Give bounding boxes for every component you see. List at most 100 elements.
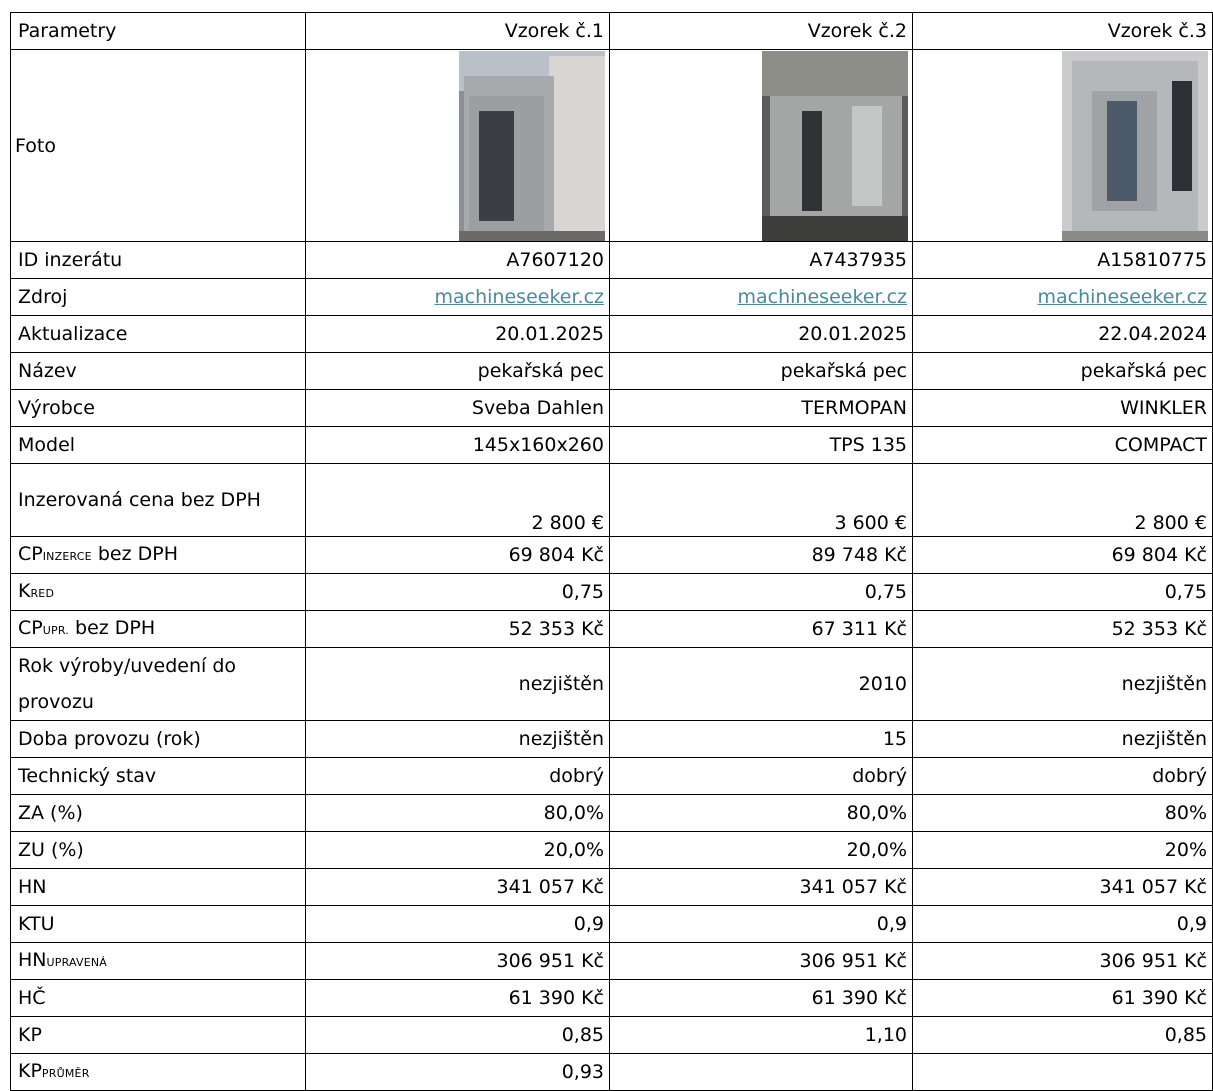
- row-label: Název: [11, 353, 306, 390]
- value-cell: 67 311 Kč: [610, 611, 913, 648]
- row-label: Technický stav: [11, 758, 306, 795]
- label-text: ID inzerátu: [18, 249, 122, 271]
- value-cell: dobrý: [306, 758, 610, 795]
- value-cell: 20.01.2025: [306, 316, 610, 353]
- value-cell: 0,85: [913, 1017, 1213, 1054]
- value-text: 80,0%: [544, 802, 604, 824]
- row-label: ID inzerátu: [11, 242, 306, 279]
- value-text: 145x160x260: [473, 434, 604, 456]
- row-label: HN: [11, 869, 306, 906]
- oven-photo: [459, 51, 605, 241]
- value-cell: 306 951 Kč: [306, 943, 610, 980]
- value-text: nezjištěn: [519, 673, 604, 695]
- label-text: Rok výroby/uvedení do provozu: [18, 648, 273, 720]
- row-label: ZU (%): [11, 832, 306, 869]
- value-cell: 0,9: [610, 906, 913, 943]
- value-cell: 20%: [913, 832, 1213, 869]
- header-cell: Vzorek č.3: [913, 13, 1213, 50]
- value-text: 20.01.2025: [495, 323, 604, 345]
- label-text: Výrobce: [18, 397, 95, 419]
- header-cell: Vzorek č.2: [610, 13, 913, 50]
- value-cell: 69 804 Kč: [306, 537, 610, 574]
- oven-photo: [1062, 51, 1208, 241]
- value-text: 0,93: [562, 1061, 604, 1083]
- value-cell: nezjištěn: [306, 721, 610, 758]
- value-text: 20,0%: [544, 839, 604, 861]
- value-cell: pekařská pec: [306, 353, 610, 390]
- value-cell: 61 390 Kč: [610, 980, 913, 1017]
- value-text: 0,75: [562, 581, 604, 603]
- row-label: CPUPR. bez DPH: [11, 611, 306, 648]
- label-text: HČ: [18, 987, 46, 1009]
- label-text: CP: [18, 617, 43, 639]
- row-label: HČ: [11, 980, 306, 1017]
- value-text: 306 951 Kč: [1099, 950, 1207, 972]
- value-cell: 20.01.2025: [610, 316, 913, 353]
- row-label: KP: [11, 1017, 306, 1054]
- value-cell: 0,85: [306, 1017, 610, 1054]
- value-text: 52 353 Kč: [509, 618, 604, 640]
- label-text: K: [18, 580, 30, 602]
- source-link[interactable]: machineseeker.cz: [435, 286, 604, 308]
- value-cell: 89 748 Kč: [610, 537, 913, 574]
- label-text: HN: [18, 949, 47, 971]
- value-cell: 0,75: [306, 574, 610, 611]
- value-cell: 15: [610, 721, 913, 758]
- value-cell: machineseeker.cz: [306, 279, 610, 316]
- value-text: 15: [883, 728, 907, 750]
- value-text: A15810775: [1097, 249, 1207, 271]
- value-text: 2 800 €: [1134, 512, 1207, 534]
- value-cell: 2 800 €: [913, 464, 1213, 537]
- value-text: 61 390 Kč: [509, 987, 604, 1009]
- value-text: 22.04.2024: [1098, 323, 1207, 345]
- row-label: Doba provozu (rok): [11, 721, 306, 758]
- label-text: Název: [18, 360, 77, 382]
- source-link[interactable]: machineseeker.cz: [1038, 286, 1207, 308]
- photo-row: Foto: [11, 50, 1213, 242]
- value-cell: TPS 135: [610, 427, 913, 464]
- label-text: ZU (%): [18, 839, 84, 861]
- value-text: pekařská pec: [781, 360, 907, 382]
- value-text: 2010: [859, 673, 907, 695]
- value-cell: 52 353 Kč: [913, 611, 1213, 648]
- source-link[interactable]: machineseeker.cz: [738, 286, 907, 308]
- table-row: Rok výroby/uvedení do provozu nezjištěn 20…: [11, 648, 1213, 721]
- oven-photo: [762, 51, 908, 241]
- value-cell: 52 353 Kč: [306, 611, 610, 648]
- label-text: CP: [18, 543, 43, 565]
- value-cell: 20,0%: [306, 832, 610, 869]
- value-text: 0,75: [865, 581, 907, 603]
- value-text: 0,9: [877, 913, 907, 935]
- table-row: ZA (%)80,0%80,0%80%: [11, 795, 1213, 832]
- value-text: 69 804 Kč: [509, 544, 604, 566]
- value-text: Sveba Dahlen: [472, 397, 604, 419]
- value-cell: 0,9: [306, 906, 610, 943]
- value-cell: 69 804 Kč: [913, 537, 1213, 574]
- value-text: dobrý: [1152, 765, 1207, 787]
- value-cell: 0,75: [610, 574, 913, 611]
- row-label: ZA (%): [11, 795, 306, 832]
- value-text: 341 057 Kč: [799, 876, 907, 898]
- value-text: dobrý: [549, 765, 604, 787]
- value-cell: Sveba Dahlen: [306, 390, 610, 427]
- value-text: TPS 135: [830, 434, 907, 456]
- value-text: 80,0%: [847, 802, 907, 824]
- row-label: Model: [11, 427, 306, 464]
- value-cell: 61 390 Kč: [306, 980, 610, 1017]
- value-text: nezjištěn: [1122, 728, 1207, 750]
- value-text: 69 804 Kč: [1112, 544, 1207, 566]
- value-text: dobrý: [852, 765, 907, 787]
- value-cell: 341 057 Kč: [913, 869, 1213, 906]
- label-text: Aktualizace: [18, 323, 127, 345]
- photo-cell: [913, 50, 1213, 242]
- value-text: WINKLER: [1120, 397, 1207, 419]
- value-text: 3 600 €: [834, 512, 907, 534]
